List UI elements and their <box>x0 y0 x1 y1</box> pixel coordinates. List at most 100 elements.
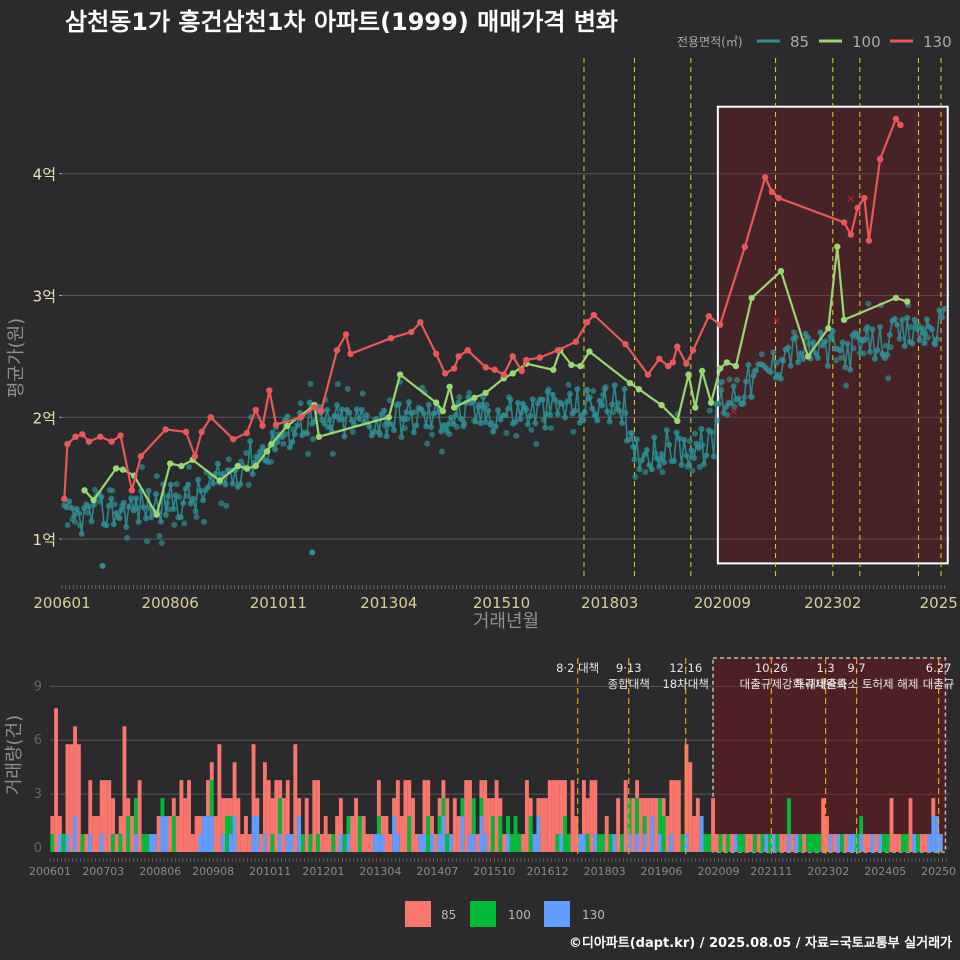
series-85-point <box>581 409 588 416</box>
bar-130 <box>160 816 165 852</box>
series-85-point <box>162 511 169 518</box>
series-100-point <box>568 361 575 369</box>
series-85-point <box>871 355 878 362</box>
series-130-point <box>162 426 169 433</box>
series-85-point <box>218 500 225 507</box>
series-85-point <box>916 337 923 344</box>
bar-85 <box>722 834 727 852</box>
bar-85 <box>407 780 412 817</box>
bar-85 <box>521 834 526 852</box>
series-100-point <box>432 399 440 406</box>
bar-130 <box>578 834 583 852</box>
series-85-point <box>869 326 876 333</box>
bar-85 <box>540 798 545 852</box>
top-legend-title: 전용면적(㎡) <box>677 35 743 49</box>
series-130-point <box>207 414 214 421</box>
bar-100 <box>118 834 123 852</box>
series-85-point <box>933 335 940 342</box>
bar-85 <box>426 780 431 817</box>
series-85-point <box>243 449 250 456</box>
series-130-point <box>108 438 115 445</box>
bar-130 <box>88 834 93 852</box>
y-tick-label: 3억 <box>33 287 56 305</box>
series-100-point <box>674 417 681 425</box>
series-100-point <box>658 401 665 409</box>
series-85-point <box>631 456 638 463</box>
bar-85 <box>251 744 256 817</box>
bar-100 <box>407 816 412 852</box>
bar-100 <box>817 834 822 852</box>
series-85-point <box>719 378 726 385</box>
y-tick-label: 1억 <box>33 531 56 549</box>
series-85-point <box>743 378 750 385</box>
series-85-point <box>690 454 697 461</box>
series-130-point <box>252 406 260 414</box>
x-tick-label: 202009 <box>694 594 751 612</box>
bar-85 <box>684 744 689 835</box>
series-130-point <box>536 354 544 361</box>
series-130-point <box>259 422 266 429</box>
bar-130 <box>376 834 381 852</box>
series-85-point <box>305 450 312 457</box>
series-100-point <box>777 267 785 275</box>
bar-100 <box>346 816 351 835</box>
bar-100 <box>342 834 347 852</box>
series-85-point <box>891 315 898 322</box>
series-85-point <box>626 436 633 443</box>
series-85-point <box>200 518 207 525</box>
series-85-point <box>290 426 297 433</box>
series-85-point <box>327 424 334 431</box>
bar-85 <box>76 744 81 852</box>
bar-130 <box>338 834 343 852</box>
series-85-point <box>787 362 794 369</box>
bar-100 <box>900 834 905 852</box>
series-85-point <box>371 428 378 435</box>
series-130-point <box>342 331 350 338</box>
policy-event-label: 6.27 <box>926 661 952 675</box>
series-85-point <box>580 416 587 423</box>
series-85-point <box>554 411 561 418</box>
bar-85 <box>209 762 214 781</box>
series-85-point <box>245 481 252 488</box>
series-85-point <box>452 411 459 418</box>
bar-100 <box>597 834 602 852</box>
series-130-point <box>523 356 530 364</box>
series-85-point <box>866 348 873 355</box>
series-85-point <box>740 399 747 406</box>
series-85-point <box>689 467 696 474</box>
bar-85 <box>361 816 366 852</box>
bar-130 <box>221 834 226 852</box>
bar-130 <box>532 834 537 852</box>
bar-85 <box>179 780 184 852</box>
series-85-point <box>84 509 91 516</box>
bar-130 <box>847 834 852 852</box>
series-130-point <box>861 194 868 202</box>
bar-85 <box>635 780 640 799</box>
bar-100 <box>718 834 723 852</box>
series-85-point <box>269 429 276 436</box>
bar-85 <box>544 798 548 852</box>
bar-130 <box>733 834 738 852</box>
series-85-point <box>812 350 819 357</box>
bar-100 <box>798 834 803 852</box>
bar-100 <box>707 834 712 852</box>
bar-130 <box>870 834 875 852</box>
bar-100 <box>528 816 533 852</box>
series-85-point <box>748 394 755 401</box>
series-85-point <box>938 314 945 321</box>
series-85-point <box>876 323 883 330</box>
series-85-point <box>411 409 418 416</box>
series-85-point <box>621 385 628 392</box>
bar-130 <box>627 834 632 852</box>
series-100-point <box>840 316 848 324</box>
policy-event-label: 9·13 <box>616 661 642 675</box>
bar-100 <box>840 834 845 852</box>
series-85-point <box>791 329 798 336</box>
bar-85 <box>285 780 290 835</box>
series-100-point <box>284 422 291 429</box>
series-85-point <box>633 436 640 443</box>
series-85-point <box>611 382 618 389</box>
bar-100 <box>741 834 746 852</box>
series-85-point <box>353 406 360 413</box>
series-85-point <box>924 334 931 341</box>
